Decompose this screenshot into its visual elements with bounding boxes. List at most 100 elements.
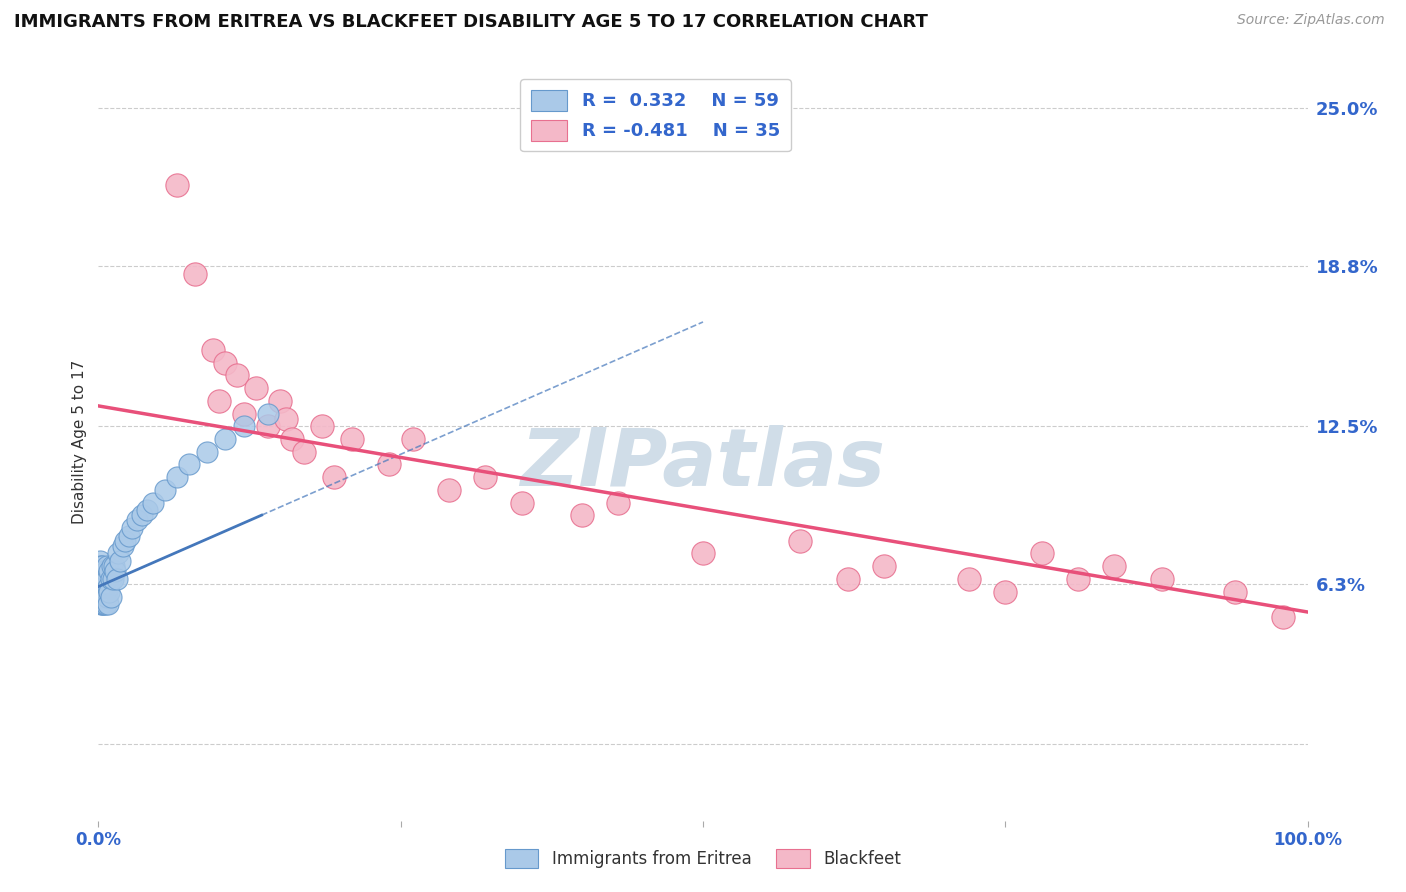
Point bbox=[121, 521, 143, 535]
Point bbox=[94, 598, 117, 612]
Text: Source: ZipAtlas.com: Source: ZipAtlas.com bbox=[1237, 13, 1385, 28]
Text: IMMIGRANTS FROM ERITREA VS BLACKFEET DISABILITY AGE 5 TO 17 CORRELATION CHART: IMMIGRANTS FROM ERITREA VS BLACKFEET DIS… bbox=[14, 13, 928, 31]
Point bbox=[1223, 584, 1246, 599]
Point bbox=[104, 564, 127, 578]
Point bbox=[837, 572, 859, 586]
Point bbox=[93, 590, 115, 604]
Point bbox=[1102, 559, 1125, 574]
Point bbox=[94, 584, 117, 599]
Legend: Immigrants from Eritrea, Blackfeet: Immigrants from Eritrea, Blackfeet bbox=[498, 842, 908, 875]
Point bbox=[89, 572, 111, 586]
Point bbox=[98, 584, 121, 599]
Point bbox=[91, 584, 114, 599]
Point bbox=[377, 458, 399, 472]
Point bbox=[90, 572, 112, 586]
Point bbox=[1272, 610, 1295, 624]
Point bbox=[142, 495, 165, 509]
Point bbox=[789, 533, 811, 548]
Point bbox=[93, 572, 115, 586]
Point bbox=[437, 483, 460, 497]
Point bbox=[91, 580, 114, 594]
Point bbox=[994, 584, 1017, 599]
Point bbox=[93, 580, 115, 594]
Point bbox=[90, 580, 112, 594]
Point bbox=[91, 590, 114, 604]
Point bbox=[1152, 572, 1174, 586]
Point bbox=[402, 432, 425, 446]
Point bbox=[108, 554, 131, 568]
Point bbox=[342, 432, 364, 446]
Point bbox=[256, 419, 278, 434]
Point bbox=[100, 572, 122, 586]
Y-axis label: Disability Age 5 to 17: Disability Age 5 to 17 bbox=[72, 359, 87, 524]
Point bbox=[214, 432, 236, 446]
Point bbox=[232, 407, 254, 421]
Point bbox=[184, 267, 207, 281]
Point bbox=[91, 564, 114, 578]
Point bbox=[208, 393, 231, 408]
Point bbox=[96, 590, 118, 604]
Point bbox=[101, 572, 124, 586]
Legend: R =  0.332    N = 59, R = -0.481    N = 35: R = 0.332 N = 59, R = -0.481 N = 35 bbox=[520, 79, 790, 152]
Point bbox=[100, 559, 122, 574]
Point bbox=[274, 411, 297, 425]
Point bbox=[269, 393, 291, 408]
Point bbox=[311, 419, 333, 434]
Point bbox=[256, 407, 278, 421]
Point bbox=[510, 495, 533, 509]
Point bbox=[127, 513, 149, 527]
Point bbox=[90, 584, 112, 599]
Point bbox=[571, 508, 593, 523]
Point bbox=[90, 559, 112, 574]
Point bbox=[103, 559, 125, 574]
Point bbox=[166, 470, 188, 484]
Point bbox=[202, 343, 225, 357]
Point bbox=[135, 503, 157, 517]
Point bbox=[195, 444, 218, 458]
Point bbox=[957, 572, 980, 586]
Point bbox=[153, 483, 176, 497]
Point bbox=[91, 598, 114, 612]
Point bbox=[98, 564, 121, 578]
Point bbox=[607, 495, 630, 509]
Point bbox=[89, 554, 111, 568]
Point bbox=[91, 598, 114, 612]
Text: ZIPatlas: ZIPatlas bbox=[520, 425, 886, 503]
Point bbox=[111, 539, 134, 553]
Point bbox=[214, 356, 236, 370]
Point bbox=[692, 547, 714, 561]
Point bbox=[281, 432, 304, 446]
Point bbox=[93, 598, 115, 612]
Point bbox=[118, 529, 141, 543]
Point bbox=[91, 559, 114, 574]
Point bbox=[323, 470, 346, 484]
Point bbox=[90, 598, 112, 612]
Point bbox=[232, 419, 254, 434]
Point bbox=[166, 178, 188, 192]
Point bbox=[96, 572, 118, 586]
Point bbox=[131, 508, 153, 523]
Point bbox=[179, 458, 201, 472]
Point bbox=[474, 470, 496, 484]
Point bbox=[114, 533, 136, 548]
Point bbox=[91, 572, 114, 586]
Point bbox=[105, 572, 128, 586]
Point bbox=[96, 559, 118, 574]
Point bbox=[1031, 547, 1053, 561]
Point bbox=[91, 584, 114, 599]
Point bbox=[100, 590, 122, 604]
Point bbox=[245, 381, 267, 395]
Point bbox=[89, 559, 111, 574]
Point bbox=[97, 580, 120, 594]
Point bbox=[90, 564, 112, 578]
Point bbox=[107, 547, 129, 561]
Point bbox=[90, 590, 112, 604]
Point bbox=[89, 564, 111, 578]
Point bbox=[94, 564, 117, 578]
Point bbox=[292, 444, 315, 458]
Point bbox=[873, 559, 896, 574]
Point bbox=[97, 598, 120, 612]
Point bbox=[226, 368, 249, 383]
Point bbox=[89, 584, 111, 599]
Point bbox=[1067, 572, 1090, 586]
